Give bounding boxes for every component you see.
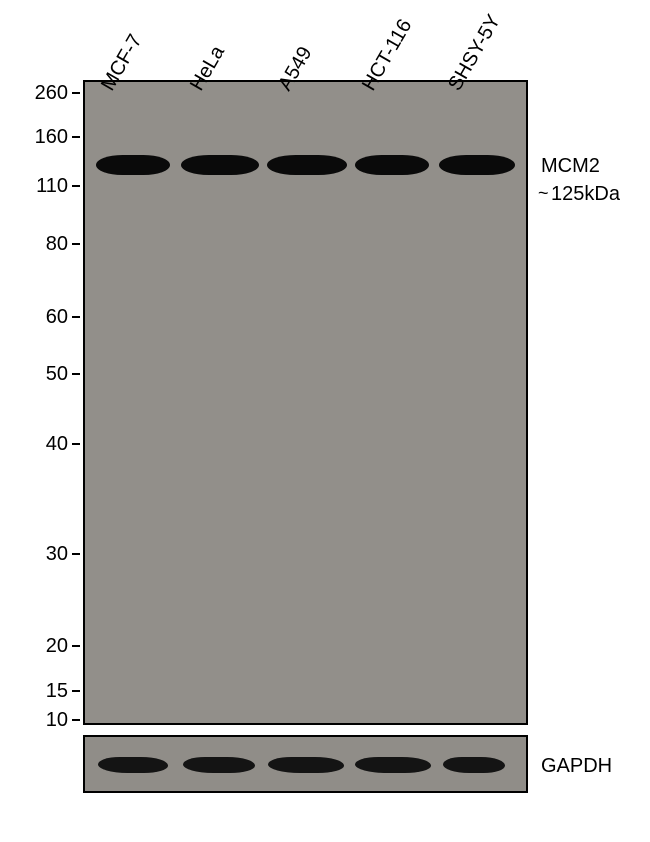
mw-marker-label: 260 xyxy=(18,82,68,105)
mw-marker-label: 40 xyxy=(18,433,68,456)
mw-tick xyxy=(72,185,80,187)
mw-tick xyxy=(72,443,80,445)
mcm2-band xyxy=(439,155,515,175)
main-blot-membrane xyxy=(83,80,528,725)
mw-tick xyxy=(72,316,80,318)
mcm2-band xyxy=(96,155,170,175)
mw-marker-label: 160 xyxy=(18,126,68,149)
mw-marker-label: 80 xyxy=(18,233,68,256)
mw-tick xyxy=(72,719,80,721)
mw-tick xyxy=(72,92,80,94)
mcm2-band xyxy=(267,155,347,175)
target-label: 125kDa xyxy=(551,183,620,206)
mw-tick xyxy=(72,645,80,647)
target-label: GAPDH xyxy=(541,755,612,778)
mcm2-band xyxy=(181,155,259,175)
mw-tick xyxy=(72,553,80,555)
mw-marker-label: 30 xyxy=(18,543,68,566)
gapdh-band xyxy=(183,757,255,773)
western-blot-figure: 2601601108060504030201510 MCF-7HeLaA549H… xyxy=(0,0,650,842)
mw-marker-label: 60 xyxy=(18,306,68,329)
gapdh-band xyxy=(268,757,344,773)
mw-tick xyxy=(72,690,80,692)
mw-marker-label: 15 xyxy=(18,680,68,703)
mw-tick xyxy=(72,373,80,375)
mw-marker-label: 10 xyxy=(18,709,68,732)
gapdh-band xyxy=(98,757,168,773)
mw-tick xyxy=(72,136,80,138)
gapdh-band xyxy=(443,757,505,773)
mw-tick xyxy=(72,243,80,245)
tilde-symbol: ~ xyxy=(538,183,549,204)
mcm2-band xyxy=(355,155,429,175)
gapdh-band xyxy=(355,757,431,773)
target-label: MCM2 xyxy=(541,155,600,178)
mw-marker-label: 50 xyxy=(18,363,68,386)
mw-marker-label: 110 xyxy=(18,175,68,198)
mw-marker-label: 20 xyxy=(18,635,68,658)
